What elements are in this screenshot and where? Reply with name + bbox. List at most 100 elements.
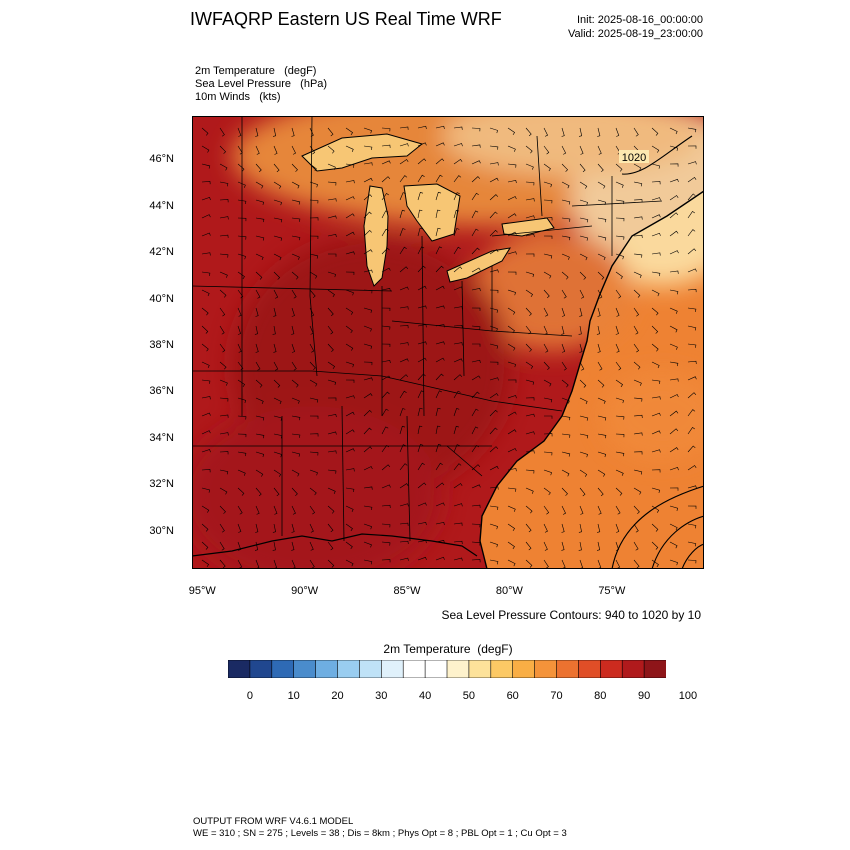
wind-barb (309, 199, 319, 204)
wind-barb (633, 289, 641, 298)
wind-barb (399, 266, 409, 273)
wind-barb (417, 265, 426, 273)
wind-barb (453, 143, 463, 147)
colorbar-tick-label: 100 (678, 690, 698, 702)
wind-barb (309, 559, 315, 569)
wind-barb (345, 145, 354, 153)
wind-barb (309, 271, 318, 279)
wind-barb (399, 425, 406, 435)
wind-barb (669, 343, 678, 350)
wind-barb (363, 307, 373, 313)
wind-barb (237, 451, 247, 457)
wind-barb (489, 486, 499, 490)
wind-barb (489, 127, 498, 134)
wind-barb (201, 541, 209, 550)
wind-barb (237, 127, 242, 137)
wind-barb (273, 433, 283, 439)
wind-barb (399, 557, 409, 561)
wind-barb (615, 559, 621, 569)
wind-barb (651, 396, 661, 400)
wind-barb (525, 413, 535, 417)
wind-barb (399, 143, 409, 147)
wind-barb (273, 487, 280, 497)
wind-barb (669, 178, 679, 183)
wind-barb (615, 199, 625, 205)
wind-barb (399, 503, 409, 507)
wind-barb (327, 289, 335, 298)
wind-barb (472, 343, 481, 347)
wind-barb (345, 213, 355, 219)
wind-barb (273, 163, 280, 173)
wind-barb (435, 174, 443, 183)
wind-barb (615, 523, 620, 533)
wind-barb (669, 145, 679, 151)
wind-barb (687, 465, 697, 471)
wind-barb (255, 505, 260, 515)
field-list: 2m Temperature (degF) Sea Level Pressure… (195, 65, 327, 104)
colorbar-tick-label: 90 (637, 690, 651, 702)
wind-barb (669, 230, 679, 237)
wind-barb (633, 181, 643, 187)
wind-barb (471, 127, 481, 132)
wind-barb (507, 127, 516, 135)
wind-barb (453, 425, 459, 435)
wind-barb (687, 426, 695, 435)
wind-barb (399, 159, 409, 165)
wind-barb (219, 289, 227, 298)
wind-barb (525, 487, 534, 494)
wind-barb (219, 523, 225, 533)
colorbar-tick-label: 40 (418, 690, 432, 702)
map-frame (192, 116, 704, 569)
wind-barb (489, 393, 499, 399)
wind-barb (597, 289, 603, 299)
lake-erie (446, 247, 512, 283)
wind-barb (453, 483, 463, 489)
wind-barb (597, 235, 607, 241)
wind-barb (561, 523, 565, 533)
wind-barb (345, 395, 355, 399)
wind-barb (579, 307, 583, 317)
wind-barb (381, 307, 391, 312)
wind-barb (201, 325, 209, 334)
border-line (406, 415, 411, 542)
wind-barb (489, 427, 498, 435)
wind-barb (579, 379, 587, 388)
wind-barb (417, 324, 427, 328)
wind-barb (507, 429, 517, 435)
wind-barb (633, 397, 643, 402)
wind-barb (417, 425, 423, 435)
wind-barb (381, 127, 391, 132)
wind-barb (687, 505, 697, 509)
field-temperature: 2m Temperature (degF) (195, 65, 317, 77)
wind-barb (561, 505, 567, 515)
wind-barb (507, 411, 517, 417)
wind-barb (453, 175, 462, 183)
wind-barb (237, 181, 246, 188)
wind-barb (489, 377, 499, 381)
wind-barb (561, 397, 570, 404)
wind-barb (471, 484, 481, 489)
wind-barb (291, 163, 298, 172)
wind-barb (633, 216, 643, 220)
wind-barb (669, 505, 679, 511)
wind-barb (669, 361, 679, 367)
hot-core-south (192, 406, 442, 569)
wind-barb (543, 271, 552, 279)
wind-barb (597, 415, 607, 421)
border-line (571, 200, 663, 207)
wind-barb (471, 325, 481, 330)
wind-barb (219, 127, 225, 137)
wind-barb (237, 253, 246, 260)
colorbar-tick-label: 50 (462, 690, 476, 702)
wind-barb (255, 379, 263, 388)
wind-barb (417, 142, 427, 147)
wind-barb (435, 341, 445, 345)
wind-barb (381, 210, 389, 219)
wind-barb (255, 361, 261, 371)
wind-barb (435, 357, 445, 363)
valid-time: Valid: 2025-08-19_23:00:00 (568, 28, 703, 40)
colorbar-swatch (424, 660, 448, 678)
pressure-contour-note: Sea Level Pressure Contours: 940 to 1020… (441, 608, 702, 622)
wind-barb (597, 361, 603, 371)
wind-barb (309, 415, 319, 419)
